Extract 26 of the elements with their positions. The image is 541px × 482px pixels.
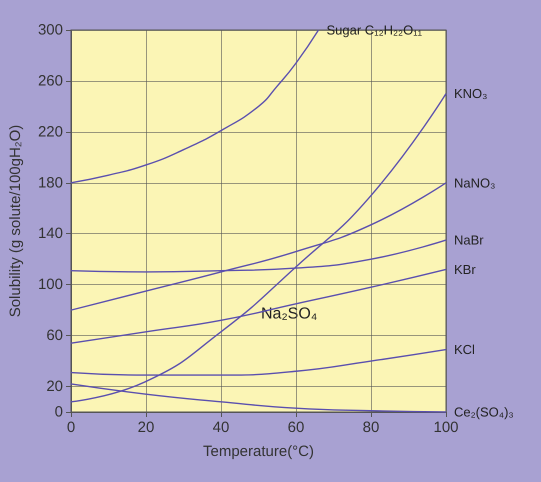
y-tick-label: 20 [46, 378, 63, 396]
y-tick-label: 60 [46, 327, 63, 344]
series-label: NaNO₃ [454, 175, 496, 190]
x-axis-title: Temperature(°C) [202, 443, 314, 460]
y-tick-label: 0 [54, 404, 63, 420]
x-tick-label: 20 [138, 419, 154, 436]
y-tick-label: 180 [38, 174, 63, 192]
y-tick-label: 260 [38, 72, 63, 90]
y-tick-label: 140 [38, 225, 63, 242]
series-label: Sugar C₁₂H₂₂O₁₁ [326, 22, 423, 38]
x-tick-label: 40 [212, 419, 230, 436]
x-tick-label: 80 [362, 419, 380, 436]
x-tick-label: 100 [433, 419, 459, 436]
series-label: Ce₂(SO₄)₃ [454, 404, 514, 420]
line-series [70, 29, 320, 184]
y-axis-title: Solubility (g solute/100gH₂O) [7, 124, 24, 318]
series-label: KCl [454, 342, 476, 358]
series-label: NaBr [454, 232, 484, 248]
series-label: KBr [454, 262, 476, 277]
y-tick-label: 220 [38, 123, 63, 140]
annotation: Na₂SO₄ [261, 306, 318, 322]
series-label: KNO₃ [454, 86, 488, 102]
x-tick-label: 0 [66, 419, 76, 436]
y-tick-label: 300 [38, 22, 63, 38]
x-tick-label: 60 [288, 419, 304, 436]
y-tick-label: 100 [38, 276, 63, 294]
